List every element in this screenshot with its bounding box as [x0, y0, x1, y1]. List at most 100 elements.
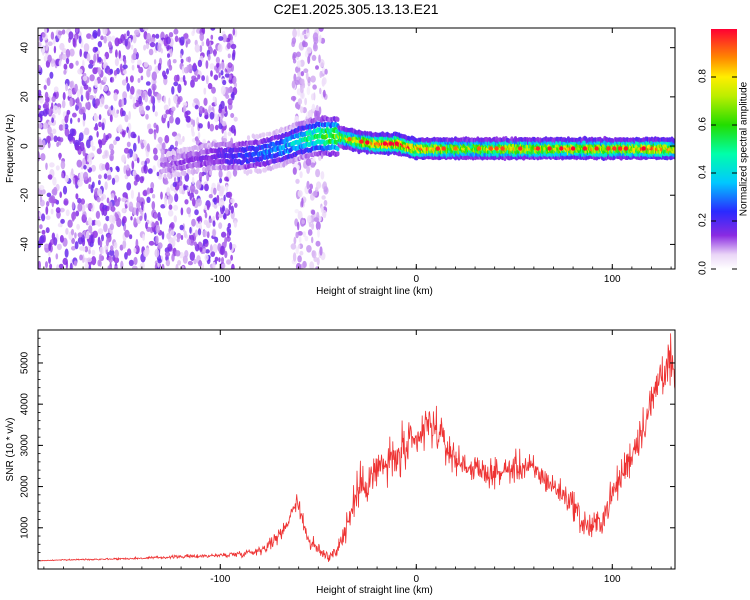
noise-point — [215, 211, 220, 221]
noise-point — [116, 109, 120, 114]
peak-point — [388, 141, 393, 146]
noise-point — [105, 238, 109, 247]
noise-point — [315, 65, 319, 70]
snr-x-label: Height of straight line (km) — [316, 585, 433, 596]
noise-point — [71, 237, 75, 244]
noise-point — [123, 165, 127, 175]
noise-point — [230, 198, 235, 204]
noise-point — [300, 71, 305, 77]
noise-point — [220, 245, 225, 256]
noise-point — [209, 169, 213, 176]
noise-point — [76, 88, 81, 98]
peak-point — [518, 146, 523, 151]
noise-point — [205, 75, 209, 85]
noise-point — [170, 111, 174, 117]
noise-point — [48, 108, 52, 116]
noise-point — [122, 216, 127, 224]
noise-point — [83, 171, 89, 181]
noise-point — [302, 31, 305, 36]
noise-point — [320, 37, 326, 44]
snr-x-axis: -100 0 100 — [43, 330, 672, 585]
noise-point — [307, 229, 313, 236]
noise-point — [114, 265, 118, 269]
noise-point — [150, 95, 154, 104]
noise-point — [157, 242, 163, 249]
noise-point — [88, 249, 91, 255]
noise-point — [294, 79, 300, 86]
noise-point — [39, 95, 44, 104]
colorbar-tick-label: 0.2 — [698, 213, 709, 227]
noise-point — [163, 180, 169, 185]
noise-point — [86, 154, 93, 163]
noise-point — [121, 154, 127, 163]
noise-point — [86, 257, 92, 263]
spectrogram-x-axis: -100 0 100 — [43, 28, 672, 285]
noise-point — [81, 214, 87, 223]
noise-point — [142, 190, 148, 197]
noise-point — [165, 36, 171, 45]
noise-point — [88, 63, 94, 69]
noise-point — [113, 139, 117, 146]
noise-point — [177, 138, 183, 145]
noise-point — [69, 62, 74, 69]
noise-point — [75, 60, 79, 66]
noise-point — [140, 142, 145, 150]
noise-point — [126, 182, 132, 191]
noise-point — [65, 48, 71, 58]
noise-point — [108, 255, 113, 263]
noise-point — [52, 105, 59, 114]
noise-point — [58, 124, 64, 131]
noise-point — [209, 63, 215, 70]
noise-point — [46, 135, 52, 143]
noise-point — [212, 96, 216, 102]
noise-point — [193, 77, 199, 82]
noise-point — [130, 85, 135, 95]
noise-point — [198, 171, 203, 181]
noise-point — [41, 213, 46, 222]
noise-point — [65, 57, 70, 65]
noise-point — [70, 228, 75, 236]
noise-point — [140, 110, 146, 115]
noise-point — [232, 168, 238, 177]
noise-point — [109, 77, 113, 83]
noise-point — [206, 38, 210, 47]
noise-point — [82, 157, 86, 166]
noise-point — [232, 28, 236, 36]
noise-point — [88, 225, 93, 234]
noise-point — [306, 165, 310, 174]
noise-point — [228, 203, 232, 211]
noise-point — [82, 112, 86, 121]
noise-point — [295, 246, 299, 255]
noise-point — [136, 200, 141, 210]
noise-point — [108, 201, 113, 208]
noise-point — [306, 28, 310, 34]
noise-point — [230, 113, 235, 118]
noise-point — [121, 197, 127, 203]
noise-point — [51, 102, 54, 110]
noise-point — [182, 135, 185, 143]
noise-point — [223, 194, 226, 202]
noise-point — [179, 53, 183, 59]
colorbar-tick-label: 0.6 — [698, 117, 709, 131]
noise-point — [297, 210, 303, 220]
noise-point — [218, 169, 223, 179]
noise-point — [302, 107, 307, 114]
noise-point — [218, 257, 221, 263]
noise-point — [164, 113, 168, 119]
peak-point — [435, 146, 440, 151]
noise-point — [79, 86, 83, 96]
noise-point — [149, 42, 156, 48]
noise-point — [93, 53, 97, 63]
noise-point — [187, 56, 191, 63]
noise-point — [96, 131, 99, 138]
noise-point — [115, 136, 121, 142]
noise-point — [131, 160, 135, 170]
noise-point — [108, 41, 112, 48]
noise-point — [78, 35, 82, 44]
noise-point — [233, 220, 238, 228]
noise-point — [91, 164, 96, 172]
noise-point — [222, 79, 227, 86]
noise-point — [196, 180, 202, 190]
noise-point — [50, 208, 54, 215]
